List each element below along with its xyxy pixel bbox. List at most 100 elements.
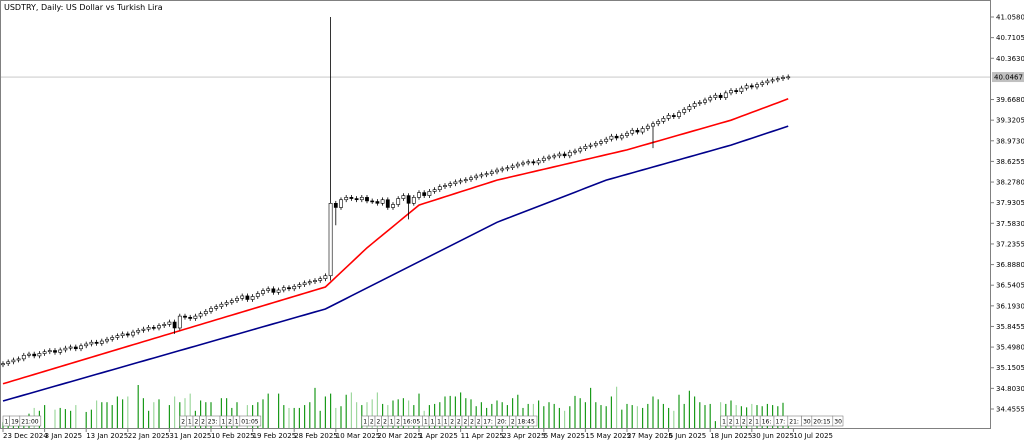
candle-body [697,102,702,104]
current-price-label: 40.0467 [994,74,1023,82]
y-tick-label: 36.8880 [996,261,1024,269]
separator-label: 2 [511,419,515,426]
separator-label: 2 [228,419,232,426]
candle-body [209,308,213,312]
candle-body [120,333,125,336]
separator-label: 20: [497,419,507,426]
separator-label: 2 [457,419,461,426]
candle-body [469,177,473,180]
x-tick-label: 3 Jan 2025 [45,432,83,440]
candle-body [526,161,531,164]
candle-body [749,85,754,88]
candle-body [536,160,541,164]
x-tick-label: 31 Jan 2025 [169,432,211,440]
x-tick-label: 27 May 2025 [627,432,673,440]
separator-box [239,415,262,427]
candle-body [385,199,390,208]
candle-body [198,313,203,317]
candle-body [287,287,291,290]
candle-body [11,359,16,363]
candle-body [47,350,52,353]
separator-label: 1 [431,419,435,426]
candle-body [359,197,364,201]
candle-body [203,311,208,315]
candle-body [422,192,427,196]
candle-body [458,180,463,183]
candle-body [406,195,411,204]
separator-label: 2 [181,419,185,426]
candle-body [682,109,687,113]
candle-body [547,156,551,159]
chart-title: USDTRY, Daily: US Dollar vs Turkish Lira [4,3,163,12]
candle-body [583,146,588,149]
candle-body [417,192,421,198]
y-tick-label: 35.8455 [996,323,1024,331]
y-tick-label: 38.6255 [996,158,1024,166]
candle-body [245,295,250,300]
candle-body [16,358,21,361]
x-tick-label: 6 Jun 2025 [669,432,707,440]
candle-body [505,167,510,170]
candle-body [578,148,583,152]
x-tick-label: 18 Jun 2025 [710,432,752,440]
candle-body [125,333,130,336]
candle-body [115,335,120,338]
candle-body [729,90,733,94]
candle-body [500,168,505,171]
x-tick-label: 10 Mar 2025 [336,432,380,440]
candle-body [349,197,354,199]
candle-body [619,135,624,139]
candle-body [718,94,723,98]
candle-body [354,198,359,201]
candle-body [614,135,619,139]
candle-body [193,315,198,319]
separator-label: 1 [735,419,739,426]
separator-label: 1 [222,419,226,426]
separator-label: 1 [390,419,394,426]
candle-body [266,288,271,291]
separator-label: 23: [208,419,218,426]
candle-body [427,191,432,196]
candle-body [755,84,759,88]
separator-label: 21: [789,419,799,426]
candle-body [396,198,401,205]
candle-body [370,200,375,203]
candle-body [328,203,333,277]
candle-body [739,87,744,92]
candle-body [765,80,770,84]
separator-label: 20:15 [813,419,830,426]
candle-body [552,155,557,158]
candle-body [734,90,739,92]
candle-body [271,288,276,293]
candle-body [635,129,640,133]
plot-frame [0,0,991,429]
x-tick-label: 5 May 2025 [544,432,585,440]
y-tick-label: 37.2355 [996,240,1024,248]
candle-body [188,316,193,319]
candle-body [656,121,661,125]
separator-label: 17: [776,419,786,426]
candle-body [760,82,765,85]
x-tick-label: 20 Mar 2025 [377,432,421,440]
candle-body [21,354,26,360]
separator-label: 2 [450,419,454,426]
candle-body [6,361,11,364]
candle-body [276,289,281,293]
y-tick-label: 38.2780 [996,179,1024,187]
candle-body [333,203,338,208]
candle-body [68,346,73,349]
candle-body [651,123,655,127]
candle-body [708,97,713,101]
separator-box [832,415,844,427]
candle-body [141,328,146,331]
candle-body [172,321,177,329]
candle-body [79,345,83,350]
separator-label: 01:05 [241,419,258,426]
candle-body [131,331,135,336]
separator-label: 1 [755,419,759,426]
candle-body [432,189,437,192]
candle-body [562,153,567,157]
candle-body [411,197,416,204]
